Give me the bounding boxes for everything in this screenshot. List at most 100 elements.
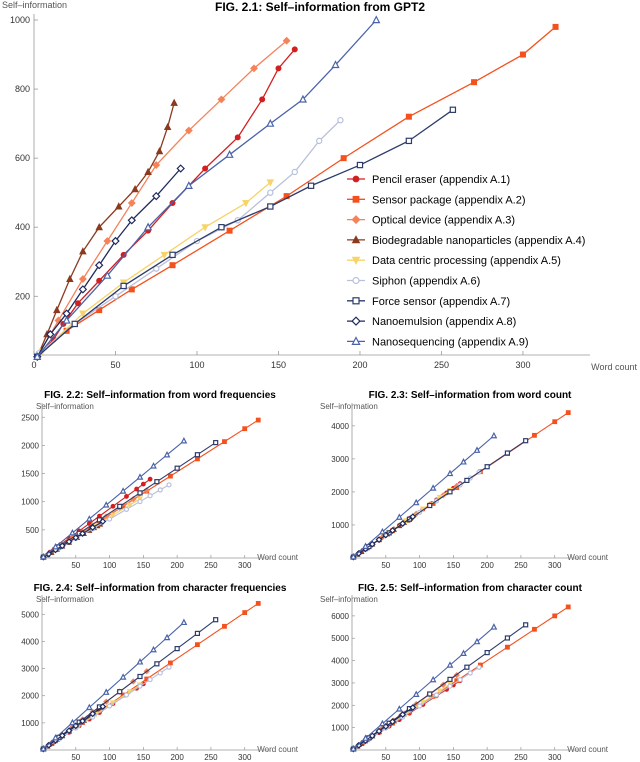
chart-f25: FIG. 2.5: Self–information from characte… — [320, 583, 609, 762]
data-point-siphon — [457, 677, 463, 683]
data-point-siphon — [157, 487, 163, 493]
y-tick-label: 2000 — [21, 441, 39, 450]
x-tick-label: 200 — [480, 753, 494, 762]
data-point-nanoseq — [39, 552, 47, 560]
data-point-force — [464, 477, 470, 484]
data-point-force — [464, 664, 470, 670]
data-point-nanoseq — [33, 352, 42, 360]
data-point-siphon — [416, 703, 423, 709]
data-point-nanoseq — [225, 150, 234, 158]
data-point-siphon — [166, 482, 172, 488]
data-point-nanoseq — [490, 623, 498, 630]
data-point-siphon — [447, 683, 453, 689]
data-point-siphon — [153, 265, 160, 272]
series-line-optical — [36, 40, 288, 358]
data-point-force — [169, 251, 176, 259]
data-point-sensor — [532, 626, 537, 632]
data-point-sensor — [552, 419, 558, 425]
x-tick-label: 50 — [71, 561, 80, 570]
data-point-force — [449, 106, 457, 113]
data-point-nanoemulsion — [99, 703, 107, 711]
y-axis-label: Self–information — [2, 0, 67, 10]
data-point-biodeg — [79, 247, 87, 255]
data-point-datacentric — [160, 251, 169, 260]
data-point-force — [504, 635, 511, 641]
chart-f24: FIG. 2.4: Self–information from characte… — [21, 583, 299, 762]
data-point-nanoseq — [395, 513, 403, 520]
data-point-sensor — [255, 601, 261, 606]
data-point-nanoseq — [362, 734, 369, 741]
data-point-nanoemulsion — [152, 191, 161, 201]
y-tick-label: 3000 — [331, 455, 349, 464]
data-point-siphon — [137, 683, 143, 689]
data-point-force — [427, 502, 433, 509]
data-point-nanoseq — [395, 705, 403, 712]
x-tick-label: 300 — [238, 753, 252, 762]
series-line-nanoseq — [352, 435, 495, 558]
data-point-nanoemulsion — [72, 534, 80, 542]
data-point-siphon — [106, 516, 113, 522]
data-point-pencil — [75, 300, 82, 307]
data-point-nanoseq — [460, 458, 467, 465]
x-tick-label: 50 — [381, 753, 390, 762]
chart-title: FIG. 2.2: Self–information from word fre… — [44, 390, 276, 401]
y-tick-label: 4000 — [331, 657, 349, 666]
data-point-nanoemulsion — [45, 741, 53, 749]
x-tick-label: 100 — [103, 753, 117, 762]
data-point-force — [154, 661, 160, 667]
series-line-nanoseq — [42, 622, 185, 750]
data-point-nanoemulsion — [355, 549, 363, 557]
chart-f23: FIG. 2.3: Self–information from word cou… — [320, 390, 609, 570]
x-axis-label: Word count — [257, 745, 299, 754]
data-point-nanoseq — [379, 719, 386, 727]
data-point-nanoemulsion — [389, 718, 396, 726]
x-tick-label: 300 — [548, 561, 562, 570]
data-point-siphon — [467, 670, 473, 676]
data-point-nanoseq — [150, 645, 157, 653]
legend-marker-nanoseq — [351, 336, 361, 345]
data-point-siphon — [433, 692, 440, 698]
data-point-nanoseq — [266, 118, 275, 127]
y-tick-label: 2500 — [21, 413, 39, 422]
data-point-datacentric — [242, 200, 250, 208]
data-point-siphon — [267, 189, 274, 196]
x-tick-label: 300 — [515, 360, 530, 370]
x-tick-label: 100 — [413, 561, 427, 570]
y-tick-label: 2000 — [21, 692, 39, 701]
data-point-nanoseq — [349, 552, 357, 560]
data-point-biodeg — [170, 98, 178, 106]
legend-label-datacentric: Data centric processing (appendix A.5) — [372, 255, 561, 267]
data-point-nanoemulsion — [65, 538, 73, 546]
series-line-nanoseq — [36, 19, 377, 358]
data-point-biodeg — [144, 167, 152, 175]
data-point-sensor — [552, 613, 558, 619]
data-point-sensor — [471, 79, 478, 86]
data-point-sensor — [505, 644, 510, 650]
data-point-nanoemulsion — [58, 542, 66, 550]
legend-marker-pencil — [352, 175, 360, 183]
x-axis-label: Word count — [567, 553, 609, 562]
data-point-force — [427, 691, 433, 697]
data-point-biodeg — [155, 146, 164, 155]
data-point-sensor — [242, 610, 248, 615]
data-point-nanoseq — [412, 690, 420, 697]
data-point-pencil — [147, 476, 153, 482]
data-point-force — [120, 282, 127, 290]
legend-marker-siphon — [352, 276, 360, 285]
data-point-nanoseq — [102, 688, 110, 695]
data-point-datacentric — [109, 512, 117, 519]
data-point-optical — [78, 275, 87, 283]
data-point-sensor — [255, 417, 261, 423]
legend-marker-nanoemulsion — [351, 316, 361, 326]
y-tick-label: 1000 — [21, 719, 39, 728]
data-point-force — [137, 490, 143, 496]
data-point-force — [484, 649, 490, 656]
data-point-siphon — [291, 168, 298, 176]
y-tick-label: 2000 — [331, 701, 349, 710]
legend-marker-optical — [351, 215, 361, 225]
y-tick-label: 2000 — [331, 488, 349, 497]
chart-title: FIG. 2.5: Self–information from characte… — [358, 583, 583, 594]
x-tick-label: 200 — [170, 753, 184, 762]
data-point-nanoseq — [372, 15, 381, 24]
